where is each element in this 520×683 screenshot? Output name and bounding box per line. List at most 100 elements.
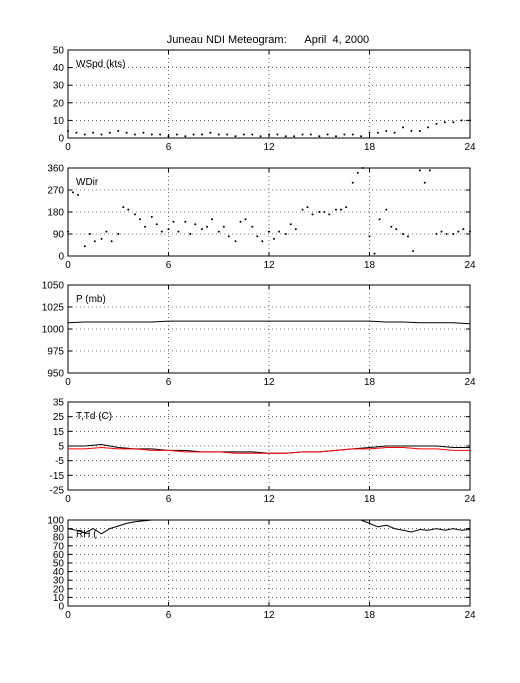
data-point — [293, 135, 296, 138]
data-point — [108, 131, 111, 134]
data-point — [92, 131, 95, 134]
panel-3: 0 6 12 18 24 950 975 1000 1025 1050 P (mb) — [42, 281, 476, 389]
x-tick-label: 24 — [464, 610, 476, 621]
data-point — [67, 130, 69, 132]
data-point — [335, 208, 337, 211]
data-point — [268, 133, 270, 136]
figure-title: Juneau NDI Meteogram: April 4, 2000 — [167, 34, 369, 46]
data-point — [150, 215, 153, 218]
x-tick-label: 18 — [364, 494, 376, 505]
y-tick-label: 30 — [53, 576, 65, 587]
panel-1: 0 6 12 18 24 0 10 20 30 40 50 WSpd (kts) — [53, 46, 476, 154]
data-point — [234, 240, 237, 243]
panel-4: 0 6 12 18 24 -25 -15 -5 5 15 25 35 T,Td (C) — [50, 398, 476, 506]
data-point — [144, 225, 147, 228]
data-point — [139, 218, 141, 221]
x-tick-label: 0 — [65, 494, 71, 505]
data-point — [72, 191, 74, 194]
x-tick-label: 18 — [364, 610, 376, 621]
data-point — [105, 230, 108, 233]
y-tick-label: 10 — [53, 593, 65, 604]
data-point — [428, 169, 431, 172]
y-tick-label: 90 — [53, 524, 65, 535]
data-point — [378, 218, 381, 221]
panel-label: WDir — [76, 177, 99, 188]
data-point — [345, 206, 348, 209]
data-point — [273, 237, 275, 240]
data-point — [125, 131, 128, 134]
data-point — [67, 230, 69, 233]
data-point — [155, 223, 158, 226]
data-point — [340, 208, 342, 211]
data-point — [244, 218, 247, 221]
data-point — [201, 133, 203, 136]
data-point — [361, 167, 364, 169]
data-point — [75, 131, 78, 134]
x-tick-label: 18 — [364, 142, 376, 153]
data-point — [100, 237, 103, 240]
x-tick-label: 6 — [166, 377, 172, 388]
data-point — [443, 121, 446, 124]
data-point — [385, 130, 388, 132]
x-tick-label: 24 — [464, 260, 476, 271]
y-tick-label: -5 — [55, 456, 64, 467]
data-point — [192, 133, 195, 136]
data-point — [184, 220, 187, 223]
data-point — [373, 252, 376, 255]
y-tick-label: 5 — [58, 442, 64, 453]
data-point — [226, 133, 229, 136]
series-line-1 — [67, 320, 471, 325]
data-point — [256, 235, 259, 238]
data-point — [469, 230, 471, 233]
data-point — [351, 133, 354, 136]
data-point — [276, 133, 279, 136]
data-point — [385, 208, 388, 211]
x-tick-label: 24 — [464, 377, 476, 388]
data-point — [117, 233, 120, 235]
y-tick-label: 25 — [53, 412, 65, 423]
y-tick-label: 90 — [53, 230, 65, 241]
data-point — [251, 225, 254, 228]
y-tick-label: 180 — [47, 208, 64, 219]
data-point — [159, 133, 162, 136]
y-tick-label: 100 — [47, 516, 64, 527]
x-tick-label: 12 — [263, 377, 275, 388]
data-point — [457, 230, 460, 233]
data-point — [407, 235, 409, 238]
data-point — [402, 233, 404, 235]
data-point — [278, 230, 281, 233]
data-point — [209, 131, 212, 134]
y-tick-label: -15 — [50, 471, 65, 482]
x-tick-label: 24 — [464, 142, 476, 153]
y-tick-label: 15 — [53, 427, 65, 438]
y-tick-label: 50 — [53, 46, 65, 57]
data-point — [418, 130, 421, 132]
data-point — [360, 135, 363, 138]
y-tick-label: 10 — [53, 116, 65, 127]
data-point — [284, 233, 287, 235]
x-tick-label: 12 — [263, 494, 275, 505]
data-point — [167, 228, 170, 231]
data-point — [390, 225, 393, 228]
data-point — [127, 208, 130, 211]
x-tick-label: 0 — [65, 142, 71, 153]
data-point — [412, 250, 415, 253]
data-point — [217, 133, 220, 136]
data-point — [301, 133, 304, 136]
y-tick-label: 0 — [58, 602, 64, 613]
x-tick-label: 18 — [364, 377, 376, 388]
data-point — [142, 131, 145, 134]
data-point — [217, 230, 220, 233]
data-point — [356, 171, 359, 174]
y-tick-label: 1050 — [42, 281, 65, 292]
data-point — [134, 213, 136, 216]
data-point — [351, 181, 354, 184]
panel-label: P (mb) — [76, 294, 106, 305]
data-point — [189, 233, 192, 235]
x-tick-label: 6 — [166, 610, 172, 621]
data-point — [134, 133, 136, 136]
x-tick-label: 0 — [65, 260, 71, 271]
data-point — [222, 225, 225, 228]
